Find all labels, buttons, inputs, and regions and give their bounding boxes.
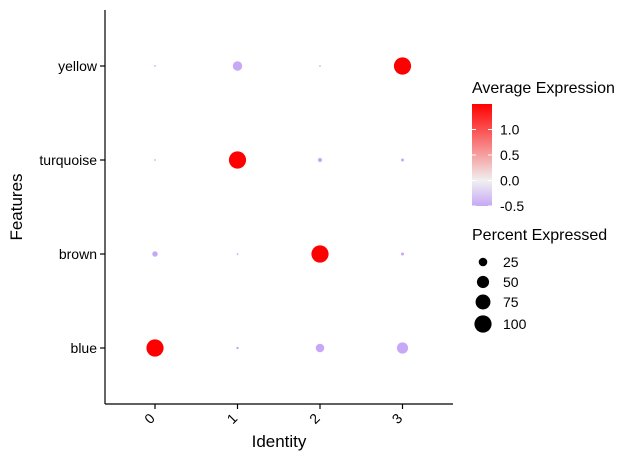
size-legend-label: 75 (503, 294, 519, 310)
size-legend-dot-25 (478, 257, 488, 267)
dot-turquoise-1 (228, 151, 247, 169)
colorbar-label: 0.0 (500, 173, 520, 189)
colorbar-label: -0.5 (500, 198, 524, 214)
dot-turquoise-3 (401, 158, 404, 162)
x-tick-label-2: 2 (306, 410, 323, 427)
y-axis-title: Features (7, 173, 26, 240)
color-legend-bar (472, 104, 492, 206)
dot-brown-3 (401, 252, 404, 256)
dot-turquoise-0 (154, 159, 156, 161)
x-tick-label-1: 1 (224, 410, 241, 427)
dot-yellow-2 (319, 65, 321, 67)
dot-yellow-0 (154, 65, 156, 67)
dot-brown-0 (152, 251, 158, 257)
dot-blue-0 (146, 339, 164, 357)
size-legend-label: 100 (503, 316, 527, 332)
size-legend-dot-50 (476, 275, 490, 289)
color-legend-title: Average Expression (472, 80, 615, 97)
dot-blue-3 (396, 342, 409, 354)
size-legend-label: 50 (503, 274, 519, 290)
dot-blue-1 (236, 346, 239, 350)
size-legend-title: Percent Expressed (472, 227, 607, 244)
dot-brown-2 (311, 245, 329, 263)
x-tick-label-3: 3 (389, 410, 406, 427)
colorbar-label: 0.5 (500, 147, 520, 163)
size-legend-dot-75 (475, 294, 491, 310)
dot-blue-2 (315, 343, 325, 353)
y-tick-label-yellow: yellow (58, 58, 98, 74)
y-tick-label-turquoise: turquoise (39, 152, 97, 168)
dot-yellow-3 (393, 57, 412, 75)
dot-turquoise-2 (317, 157, 323, 163)
colorbar-label: 1.0 (500, 122, 520, 138)
y-tick-label-brown: brown (59, 246, 97, 262)
x-axis-title: Identity (252, 432, 307, 451)
size-legend-dot-100 (474, 315, 492, 333)
dot-brown-1 (236, 253, 239, 255)
x-tick-label-0: 0 (141, 410, 158, 427)
size-legend-label: 25 (503, 254, 519, 270)
dot-yellow-1 (232, 61, 243, 71)
y-tick-label-blue: blue (71, 340, 98, 356)
